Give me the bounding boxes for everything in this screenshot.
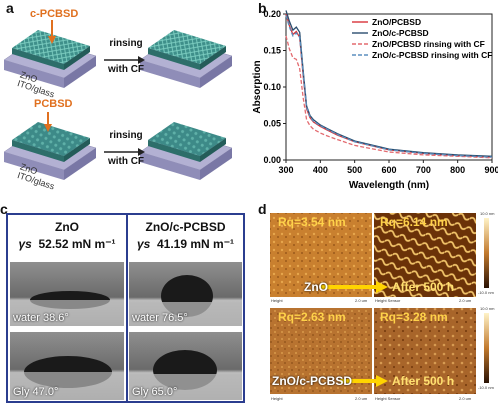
y-tick-label: 0.15: [263, 46, 281, 56]
rinse-label-top-2: with CF: [107, 64, 145, 75]
x-tick-label: 800: [450, 165, 465, 175]
afm-image-zno-aged: [374, 213, 476, 297]
gly-angle-cpcbsd: Gly 65.0°: [132, 386, 178, 398]
water-angle-cpcbsd: water 76.5°: [132, 312, 188, 324]
x-tick-label: 900: [484, 165, 498, 175]
afm-caption-height-4: Height Sensor: [375, 396, 401, 401]
panel-b-label: b: [258, 0, 267, 16]
stack-bottom-right: [139, 122, 233, 180]
stack-top-left: [3, 30, 97, 88]
afm-caption-height-3: Height: [271, 396, 283, 401]
y-tick-label: 0.20: [263, 9, 281, 19]
x-tick-label: 500: [347, 165, 362, 175]
stack-top-right: [139, 30, 233, 88]
contact-title-right: ZnO/c-PCBSD: [145, 220, 226, 234]
roughness-cpcbsd-aged: Rq=3.28 nm: [380, 310, 448, 324]
series-line-2: [285, 10, 493, 157]
afm-scale-min-top: -10.0 nm: [478, 290, 494, 295]
panel-a-schematic: [3, 20, 233, 180]
y-tick-label: 0.05: [263, 119, 281, 129]
panel-a-label: a: [6, 0, 14, 16]
panel-c-label: c: [0, 201, 8, 217]
material-label-top: c-PCBSD: [30, 8, 79, 20]
absorption-chart: 300 400 500 600 700 800 900 0.00 0.05 0.10 0.15 0.2…: [252, 9, 498, 191]
afm-caption-scale-3: 2.0 um: [355, 396, 368, 401]
afm-label-zno-after: After 500 h: [392, 280, 455, 294]
stack-bottom-left: [3, 122, 97, 180]
droplet-photo-cpcbsd-gly: Gly 65.0°: [129, 332, 242, 400]
droplet-photo-cpcbsd-water: water 76.5°: [129, 262, 242, 326]
roughness-zno: Rq=3.54 nm: [278, 215, 346, 229]
gly-angle-zno: Gly 47.0°: [13, 386, 59, 398]
series-line-3: [285, 35, 493, 159]
x-tick-label: 600: [381, 165, 396, 175]
surface-energy-left: γs 52.52 mN m⁻¹: [18, 237, 116, 251]
afm-caption-height-1: Height: [271, 298, 283, 303]
contact-title-left: ZnO: [55, 220, 79, 234]
afm-image-zno: [270, 213, 372, 297]
rinse-label-bottom-2: with CF: [107, 156, 145, 167]
legend-label-2: ZnO/c-PCBSD: [372, 28, 429, 38]
contact-angle-divider: [126, 213, 128, 403]
legend-label-1: ZnO/PCBSD: [372, 17, 421, 27]
x-tick-label: 400: [313, 165, 328, 175]
series-line-4: [285, 15, 493, 158]
x-tick-label: 300: [278, 165, 293, 175]
legend-label-4: ZnO/c-PCBSD rinsing with CF: [372, 50, 492, 60]
afm-scale-max-top: 10.0 nm: [480, 211, 495, 216]
afm-scale-min-bottom: -10.0 nm: [478, 385, 494, 390]
afm-label-cpcbsd: ZnO/c-PCBSD: [272, 374, 353, 388]
afm-image-cpcbsd-aged: [374, 308, 476, 394]
x-axis-label: Wavelength (nm): [349, 180, 429, 191]
afm-caption-height-2: Height Sensor: [375, 298, 401, 303]
roughness-cpcbsd: Rq=2.63 nm: [278, 310, 346, 324]
material-label-bottom: PCBSD: [34, 98, 73, 110]
rinse-label-top: rinsing: [109, 38, 143, 49]
panel-d-label: d: [258, 201, 267, 217]
droplet-photo-zno-water: water 38.6°: [10, 262, 124, 326]
afm-scale-bar-top: [484, 218, 489, 288]
y-axis-label: Absorption: [252, 60, 263, 113]
legend-label-3: ZnO/PCBSD rinsing with CF: [372, 39, 485, 49]
afm-caption-scale-1: 2.0 um: [355, 298, 368, 303]
afm-label-zno: ZnO: [304, 280, 328, 294]
roughness-zno-aged: Rq=6.14 nm: [380, 215, 448, 229]
rinse-label-bottom: rinsing: [109, 130, 143, 141]
water-angle-zno: water 38.6°: [13, 312, 69, 324]
y-tick-label: 0.00: [263, 155, 281, 165]
afm-caption-scale-2: 2.0 um: [459, 298, 472, 303]
afm-caption-scale-4: 2.0 um: [459, 396, 472, 401]
x-tick-label: 700: [416, 165, 431, 175]
afm-label-cpcbsd-after: After 500 h: [392, 374, 455, 388]
afm-scale-bar-bottom: [484, 313, 489, 383]
afm-scale-max-bottom: 10.0 nm: [480, 306, 495, 311]
y-tick-label: 0.10: [263, 82, 281, 92]
surface-energy-right: γs 41.19 mN m⁻¹: [136, 237, 235, 251]
droplet-photo-zno-gly: Gly 47.0°: [10, 332, 124, 400]
